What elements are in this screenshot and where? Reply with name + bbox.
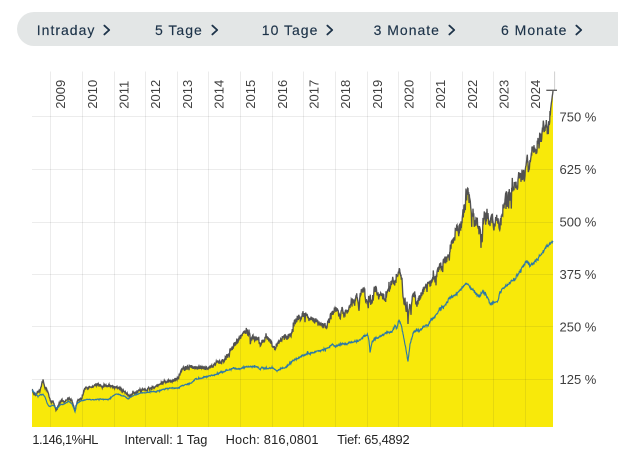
svg-text:750 %: 750 % bbox=[560, 110, 597, 125]
svg-text:2021: 2021 bbox=[433, 80, 448, 109]
svg-text:2018: 2018 bbox=[338, 80, 353, 109]
svg-text:2022: 2022 bbox=[465, 80, 480, 109]
svg-text:2024: 2024 bbox=[528, 80, 543, 109]
svg-text:2019: 2019 bbox=[370, 80, 385, 109]
svg-text:2009: 2009 bbox=[53, 80, 68, 109]
svg-text:500 %: 500 % bbox=[560, 215, 597, 230]
svg-text:625 %: 625 % bbox=[560, 162, 597, 177]
svg-text:2013: 2013 bbox=[180, 80, 195, 109]
svg-text:2014: 2014 bbox=[212, 80, 227, 109]
svg-text:2012: 2012 bbox=[148, 80, 163, 109]
svg-text:2020: 2020 bbox=[402, 80, 417, 109]
svg-text:2023: 2023 bbox=[496, 80, 511, 109]
svg-text:2016: 2016 bbox=[275, 80, 290, 109]
svg-text:2010: 2010 bbox=[85, 80, 100, 109]
svg-text:375 %: 375 % bbox=[560, 267, 597, 282]
svg-text:250 %: 250 % bbox=[560, 320, 597, 335]
svg-text:2011: 2011 bbox=[117, 81, 132, 109]
svg-text:2017: 2017 bbox=[307, 80, 322, 109]
svg-text:125 %: 125 % bbox=[560, 372, 597, 387]
svg-text:2015: 2015 bbox=[243, 80, 258, 109]
